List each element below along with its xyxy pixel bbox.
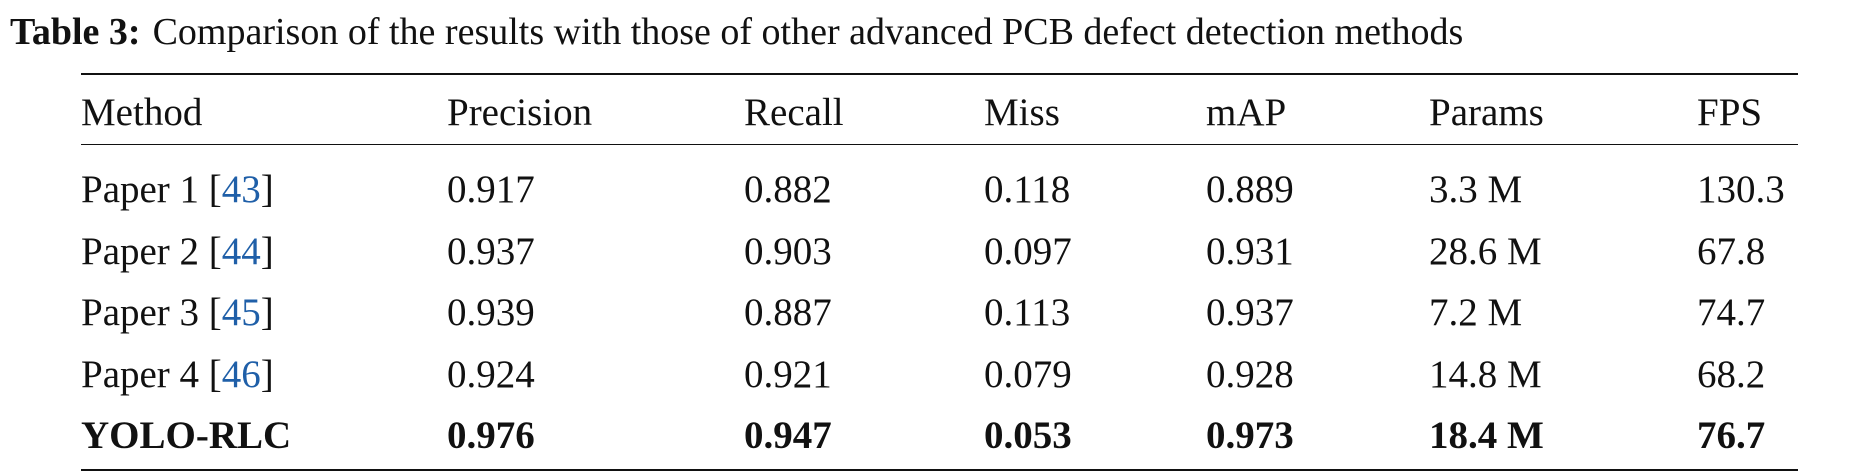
table-caption: Table 3: Comparison of the results with t… (10, 8, 1463, 56)
caption-label: Table 3: (10, 11, 141, 53)
value-cell: 0.931 (1206, 230, 1294, 273)
value-cell: 0.947 (744, 414, 832, 457)
header-cell: FPS (1697, 91, 1763, 134)
value-cell: 0.079 (984, 353, 1072, 396)
value-cell: 74.7 (1697, 291, 1766, 334)
header-cell: mAP (1206, 91, 1287, 134)
value-cell: 28.6 M (1429, 230, 1542, 273)
value-cell: 0.903 (744, 230, 832, 273)
value-cell: 0.882 (744, 168, 832, 211)
value-cell: 0.973 (1206, 414, 1294, 457)
method-text: Paper 4 [ (81, 353, 222, 396)
value-cell: 18.4 M (1429, 414, 1544, 457)
citation[interactable]: 45 (221, 291, 261, 334)
value-cell: 3.3 M (1429, 168, 1523, 211)
method-cell: Paper 1 [43] (81, 166, 274, 214)
value-cell: 0.097 (984, 230, 1072, 273)
value-cell: 67.8 (1697, 230, 1766, 273)
value-cell: 0.937 (447, 230, 535, 273)
value-cell: 14.8 M (1429, 353, 1542, 396)
method-cell: YOLO-RLC (81, 414, 292, 457)
mid-rule (81, 144, 1798, 145)
header-cell: Precision (447, 91, 593, 134)
bottom-rule (81, 469, 1798, 471)
value-cell: 0.928 (1206, 353, 1294, 396)
citation[interactable]: 43 (221, 168, 261, 211)
method-text: ] (260, 168, 274, 211)
value-cell: 0.889 (1206, 168, 1294, 211)
method-text: ] (260, 291, 274, 334)
citation[interactable]: 46 (221, 353, 261, 396)
value-cell: 0.887 (744, 291, 832, 334)
value-cell: 0.053 (984, 414, 1072, 457)
method-text: Paper 1 [ (81, 168, 222, 211)
method-cell: Paper 2 [44] (81, 228, 274, 276)
method-text: Paper 2 [ (81, 230, 222, 273)
method-cell: Paper 4 [46] (81, 351, 274, 399)
value-cell: 0.937 (1206, 291, 1294, 334)
header-cell: Recall (744, 91, 844, 134)
value-cell: 130.3 (1697, 168, 1785, 211)
value-cell: 0.118 (984, 168, 1071, 211)
top-rule (81, 73, 1798, 75)
caption-text: Comparison of the results with those of … (152, 11, 1464, 53)
method-text: ] (260, 353, 274, 396)
header-cell: Miss (984, 91, 1060, 134)
value-cell: 76.7 (1697, 414, 1766, 457)
value-cell: 68.2 (1697, 353, 1766, 396)
method-text: ] (260, 230, 274, 273)
value-cell: 0.924 (447, 353, 535, 396)
method-cell: Paper 3 [45] (81, 289, 274, 337)
header-cell: Method (81, 91, 203, 134)
value-cell: 0.921 (744, 353, 832, 396)
method-text: Paper 3 [ (81, 291, 222, 334)
value-cell: 0.939 (447, 291, 535, 334)
value-cell: 7.2 M (1429, 291, 1523, 334)
value-cell: 0.113 (984, 291, 1071, 334)
citation[interactable]: 44 (221, 230, 261, 273)
value-cell: 0.976 (447, 414, 535, 457)
header-cell: Params (1429, 91, 1544, 134)
value-cell: 0.917 (447, 168, 535, 211)
